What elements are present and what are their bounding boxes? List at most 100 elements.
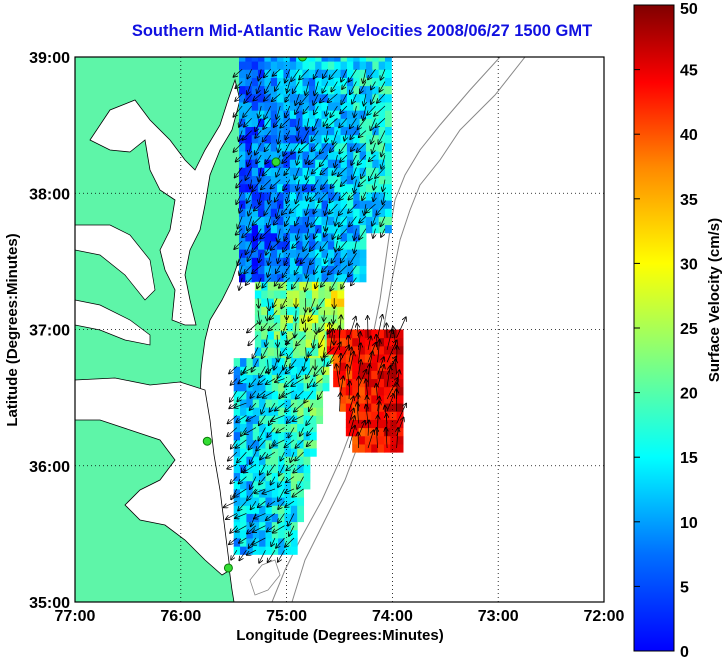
velocity-cell — [315, 61, 323, 70]
velocity-cell — [245, 183, 253, 193]
velocity-cell — [290, 513, 298, 523]
velocity-cell — [340, 208, 348, 217]
velocity-cell — [378, 167, 386, 177]
velocity-arrow — [359, 216, 367, 222]
velocity-arrow — [293, 81, 300, 94]
velocity-cell — [364, 394, 372, 404]
velocity-arrow — [306, 154, 309, 164]
velocity-cell — [245, 265, 253, 275]
velocity-arrow — [320, 240, 329, 251]
velocity-arrow — [322, 265, 329, 272]
velocity-arrow — [279, 464, 285, 475]
velocity-cell — [353, 85, 361, 95]
velocity-cell — [289, 85, 297, 95]
velocity-cell — [359, 142, 367, 152]
velocity-cell — [296, 142, 303, 152]
velocity-cell — [278, 382, 285, 392]
velocity-cell — [245, 191, 253, 201]
velocity-cell — [297, 456, 305, 465]
velocity-cell — [311, 298, 319, 307]
velocity-cell — [303, 374, 311, 384]
velocity-cell — [277, 85, 284, 95]
velocity-cell — [339, 354, 347, 363]
velocity-cell — [278, 529, 285, 539]
velocity-arrow — [247, 253, 252, 261]
velocity-cell — [240, 529, 247, 539]
velocity-cell — [251, 273, 259, 283]
velocity-arrow — [348, 265, 357, 276]
velocity-cell — [377, 403, 385, 412]
velocity-cell — [377, 435, 385, 445]
velocity-cell — [316, 407, 324, 416]
velocity-cell — [289, 257, 297, 266]
velocity-cell — [246, 423, 254, 433]
velocity-arrow — [318, 390, 323, 399]
velocity-arrow — [320, 167, 329, 174]
colorbar-tick-label: 15 — [680, 450, 698, 467]
velocity-cell — [286, 281, 294, 291]
velocity-arrow — [258, 69, 261, 80]
velocity-cell — [308, 57, 316, 62]
velocity-cell — [277, 232, 284, 242]
velocity-cell — [297, 423, 305, 433]
velocity-cell — [297, 390, 305, 400]
velocity-cell — [384, 159, 392, 168]
velocity-cell — [364, 411, 372, 420]
velocity-cell — [270, 167, 278, 177]
velocity-arrow — [268, 253, 271, 265]
velocity-arrow — [276, 167, 281, 176]
velocity-cell — [277, 118, 284, 127]
velocity-cell — [309, 431, 317, 441]
velocity-arrow — [268, 322, 278, 331]
x-tick-label: 74:00 — [372, 608, 413, 625]
velocity-arrow — [386, 394, 394, 412]
velocity-cell — [339, 394, 347, 404]
velocity-arrow — [359, 130, 367, 138]
velocity-cell — [359, 69, 367, 78]
velocity-cell — [302, 273, 310, 283]
velocity-arrow — [235, 513, 247, 518]
velocity-cell — [339, 362, 347, 371]
velocity-arrow — [281, 298, 287, 308]
velocity-arrow — [339, 191, 348, 200]
velocity-arrow — [341, 277, 348, 289]
velocity-cell — [346, 224, 354, 234]
velocity-arrow — [282, 203, 291, 215]
velocity-cell — [364, 435, 372, 445]
velocity-cell — [308, 126, 316, 136]
velocity-cell — [309, 390, 317, 400]
velocity-cell — [280, 281, 288, 291]
velocity-cell — [315, 69, 323, 78]
velocity-cell — [372, 216, 380, 226]
velocity-arrow — [366, 379, 368, 400]
velocity-arrow — [261, 322, 268, 331]
velocity-arrow — [315, 277, 318, 289]
velocity-arrow — [243, 464, 257, 472]
velocity-arrow — [397, 370, 400, 387]
velocity-arrow — [239, 277, 243, 290]
chart-title: Southern Mid-Atlantic Raw Velocities 200… — [131, 22, 593, 40]
velocity-cell — [327, 265, 335, 275]
velocity-cell — [280, 314, 288, 324]
velocity-cell — [318, 306, 326, 316]
velocity-arrow — [314, 265, 319, 274]
velocity-cell — [289, 142, 297, 152]
velocity-cell — [358, 427, 366, 437]
velocity-arrow — [362, 191, 367, 200]
velocity-arrow — [260, 228, 271, 239]
velocity-arrow — [348, 426, 355, 449]
velocity-arrow — [349, 381, 350, 400]
velocity-cell — [321, 191, 329, 201]
velocity-cell — [340, 175, 348, 185]
velocity-cell — [396, 403, 404, 412]
velocity-cell — [358, 386, 366, 396]
velocity-cell — [364, 386, 372, 396]
velocity-arrow — [285, 366, 295, 373]
velocity-cell — [251, 110, 259, 119]
velocity-cell — [289, 118, 297, 127]
velocity-arrow — [297, 476, 304, 489]
velocity-cell — [259, 505, 266, 514]
velocity-arrow — [348, 203, 357, 213]
velocity-cell — [264, 232, 272, 242]
velocity-cell — [384, 151, 392, 160]
